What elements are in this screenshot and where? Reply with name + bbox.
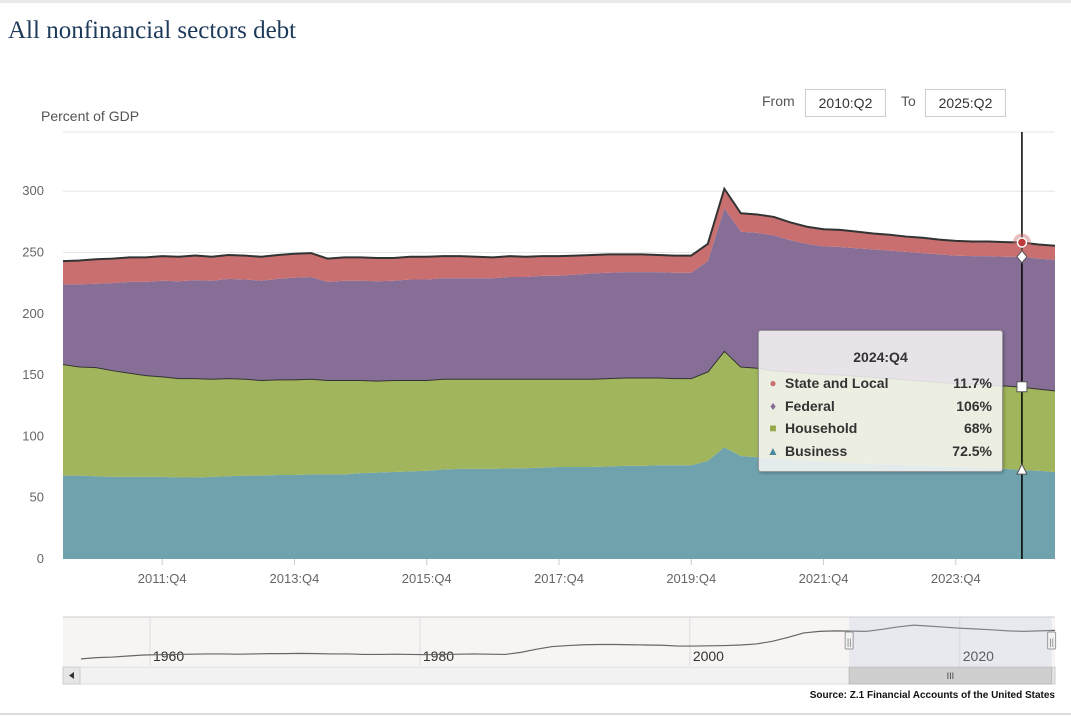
y-tick-label: 150 xyxy=(22,367,44,382)
marker-federal xyxy=(1016,250,1028,264)
navigator-background xyxy=(63,617,1055,666)
navigator-year-label: 2000 xyxy=(693,648,724,664)
line-state-local-top xyxy=(62,186,1056,263)
tooltip-series-value: 72.5% xyxy=(952,443,992,459)
diamond-marker-icon: ♦ xyxy=(769,399,777,413)
y-tick-label: 50 xyxy=(30,490,44,505)
x-tick-label: 2019:Q4 xyxy=(666,571,716,586)
tooltip-period: 2024:Q4 xyxy=(853,349,908,365)
navigator-year-label: 1960 xyxy=(153,648,184,664)
to-date-input[interactable]: 2025:Q2 xyxy=(925,89,1006,117)
navigator-series-line xyxy=(80,624,1056,660)
navigator-year-label: 1980 xyxy=(423,648,454,664)
bottom-divider xyxy=(0,713,1071,715)
tooltip-series-name: Business xyxy=(785,443,848,459)
scroll-left-arrow-icon xyxy=(69,672,74,679)
circle-marker-icon: ● xyxy=(769,376,777,390)
tooltip-row-business: ▲ Business 72.5% xyxy=(767,443,992,463)
scrollbar-thumb[interactable] xyxy=(848,666,1053,685)
navigator-right-handle[interactable] xyxy=(1047,631,1057,650)
data-tooltip: 2024:Q4 ● State and Local 11.7% ♦ Federa… xyxy=(758,330,1003,472)
tooltip-row-federal: ♦ Federal 106% xyxy=(767,398,992,418)
scrollbar-grip-icon: III xyxy=(947,671,955,681)
triangle-marker-icon: ▲ xyxy=(767,444,779,458)
tooltip-series-value: 106% xyxy=(956,398,992,414)
y-tick-label: 0 xyxy=(37,551,44,566)
square-marker-icon: ■ xyxy=(769,421,777,435)
marker-business xyxy=(1016,462,1028,475)
x-tick-label: 2013:Q4 xyxy=(270,571,320,586)
x-tick-label: 2021:Q4 xyxy=(799,571,849,586)
top-divider xyxy=(0,0,1071,3)
tooltip-series-value: 68% xyxy=(963,420,992,436)
to-label: To xyxy=(901,93,916,109)
area-business xyxy=(63,447,1055,559)
from-label: From xyxy=(762,93,795,109)
y-tick-label: 300 xyxy=(22,183,44,198)
x-tick-label: 2011:Q4 xyxy=(138,571,187,586)
from-date-input[interactable]: 2010:Q2 xyxy=(805,89,886,117)
x-tick-label: 2017:Q4 xyxy=(534,571,584,586)
handle-grip-icon: || xyxy=(847,637,852,647)
y-axis-title: Percent of GDP xyxy=(41,108,139,124)
navigator-selected-window[interactable] xyxy=(849,617,1052,666)
x-tick-label: 2015:Q4 xyxy=(402,571,452,586)
x-tick-label: 2023:Q4 xyxy=(931,571,981,586)
handle-grip-icon: || xyxy=(1049,637,1054,647)
y-tick-label: 200 xyxy=(22,306,44,321)
navigator-left-handle[interactable] xyxy=(844,631,854,650)
area-state-local xyxy=(63,188,1055,285)
source-note: Source: Z.1 Financial Accounts of the Un… xyxy=(809,690,1055,701)
tooltip-series-name: Federal xyxy=(785,398,835,414)
tooltip-row-state-local: ● State and Local 11.7% xyxy=(767,375,992,395)
y-tick-label: 250 xyxy=(22,245,44,260)
marker-state-local xyxy=(1016,237,1028,248)
navigator-year-label: 2020 xyxy=(963,648,994,664)
tooltip-series-value: 11.7% xyxy=(953,375,992,391)
y-tick-label: 100 xyxy=(22,428,44,443)
tooltip-series-name: State and Local xyxy=(785,375,889,391)
chart-title: All nonfinancial sectors debt xyxy=(8,17,297,44)
tooltip-row-household: ■ Household 68% xyxy=(767,420,992,440)
tooltip-series-name: Household xyxy=(785,420,858,436)
marker-household xyxy=(1016,381,1028,393)
